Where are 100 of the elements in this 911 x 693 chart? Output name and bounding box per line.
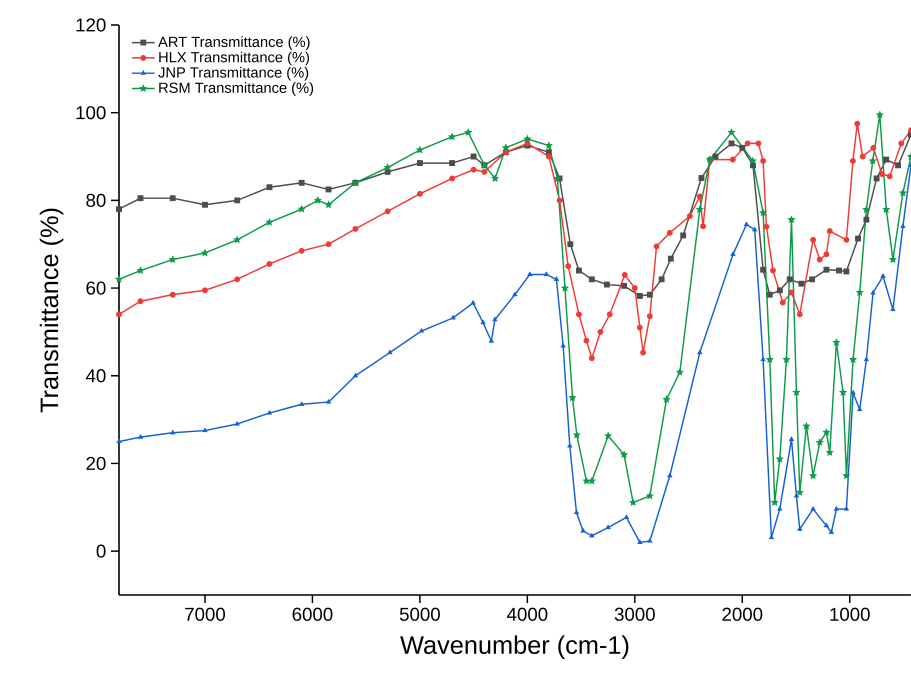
point bbox=[728, 128, 736, 136]
point bbox=[836, 268, 842, 274]
point bbox=[636, 293, 643, 299]
point bbox=[764, 224, 770, 230]
point bbox=[755, 140, 762, 146]
point bbox=[387, 350, 392, 354]
point bbox=[620, 450, 628, 458]
point bbox=[844, 506, 849, 511]
point bbox=[782, 356, 790, 363]
point bbox=[886, 173, 893, 180]
x-axis-title: Wavenumber (cm-1) bbox=[400, 635, 628, 660]
y-tick-label: 0 bbox=[96, 544, 106, 558]
point bbox=[352, 226, 358, 232]
point bbox=[266, 218, 274, 226]
point bbox=[554, 174, 562, 182]
point bbox=[823, 251, 830, 258]
point bbox=[416, 160, 423, 166]
y-tick-label: 20 bbox=[86, 456, 106, 470]
point bbox=[900, 223, 906, 228]
point bbox=[854, 120, 860, 127]
point bbox=[512, 292, 518, 296]
point bbox=[324, 200, 332, 208]
point bbox=[676, 368, 684, 376]
point bbox=[567, 241, 574, 248]
point bbox=[572, 430, 581, 438]
point bbox=[680, 232, 686, 238]
y-tick-label: 40 bbox=[86, 369, 106, 382]
point bbox=[842, 472, 850, 480]
point bbox=[792, 388, 800, 396]
point bbox=[834, 506, 839, 511]
point bbox=[870, 290, 876, 294]
point bbox=[816, 256, 823, 263]
point bbox=[138, 195, 144, 202]
point bbox=[797, 526, 802, 531]
point bbox=[136, 266, 144, 274]
point bbox=[668, 256, 674, 262]
point bbox=[712, 154, 718, 160]
y-axis-title: Transmittance (%) bbox=[40, 208, 64, 412]
point bbox=[730, 156, 736, 163]
point bbox=[266, 184, 272, 190]
point bbox=[202, 428, 208, 432]
point bbox=[492, 316, 498, 322]
point bbox=[870, 144, 876, 151]
point bbox=[202, 202, 208, 208]
point bbox=[843, 236, 850, 243]
point bbox=[748, 156, 757, 164]
point bbox=[576, 268, 582, 274]
point bbox=[116, 311, 122, 318]
point bbox=[202, 287, 208, 294]
point bbox=[589, 532, 594, 538]
point bbox=[588, 276, 595, 282]
point bbox=[868, 156, 877, 164]
point bbox=[561, 284, 569, 292]
point bbox=[849, 356, 857, 363]
point bbox=[786, 276, 793, 282]
point bbox=[470, 300, 476, 305]
point bbox=[667, 472, 672, 478]
point bbox=[686, 213, 693, 220]
point bbox=[646, 492, 654, 500]
point bbox=[576, 311, 582, 318]
point bbox=[556, 197, 563, 204]
point bbox=[450, 314, 456, 320]
point bbox=[314, 196, 322, 204]
point bbox=[822, 428, 830, 436]
point bbox=[824, 522, 829, 528]
point bbox=[728, 140, 734, 146]
point bbox=[298, 205, 306, 212]
point bbox=[629, 498, 637, 506]
point bbox=[882, 206, 890, 213]
point bbox=[816, 438, 824, 446]
point bbox=[298, 180, 305, 186]
x-tick-label: 7000 bbox=[185, 608, 225, 621]
point bbox=[788, 216, 796, 223]
point bbox=[696, 193, 703, 200]
point bbox=[491, 174, 499, 182]
point bbox=[768, 534, 774, 540]
point bbox=[860, 154, 866, 160]
point bbox=[796, 311, 803, 318]
y-tick-label: 60 bbox=[86, 281, 106, 295]
point bbox=[527, 272, 532, 276]
point bbox=[449, 176, 456, 182]
point bbox=[545, 142, 553, 149]
point bbox=[464, 128, 472, 136]
point bbox=[588, 476, 596, 484]
point bbox=[524, 134, 532, 142]
point bbox=[744, 222, 750, 226]
point bbox=[850, 158, 856, 164]
point bbox=[606, 311, 613, 318]
point bbox=[640, 350, 646, 356]
point bbox=[780, 300, 786, 306]
point bbox=[832, 338, 840, 346]
point bbox=[895, 162, 902, 168]
point bbox=[802, 422, 810, 430]
point bbox=[597, 328, 604, 335]
point bbox=[646, 292, 653, 298]
point bbox=[636, 324, 643, 330]
point bbox=[662, 395, 670, 403]
point bbox=[843, 268, 850, 274]
point bbox=[839, 388, 847, 396]
legend-label: JNP Transmittance (%) bbox=[158, 66, 308, 81]
